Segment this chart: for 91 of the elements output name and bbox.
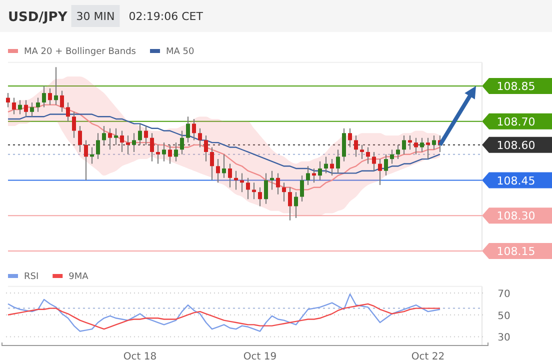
candlestick: [246, 177, 250, 200]
candlestick: [408, 134, 412, 150]
text: 108.30: [496, 210, 536, 223]
candlestick: [360, 144, 364, 160]
candlestick: [252, 182, 256, 200]
candlestick: [318, 160, 322, 181]
text: 108.60: [496, 138, 536, 152]
candlestick: [210, 146, 214, 181]
candlestick: [156, 144, 160, 164]
x-tick-label: Oct 19: [243, 352, 277, 362]
candlestick: [300, 175, 304, 202]
candlestick: [372, 151, 376, 172]
candlestick: [66, 102, 70, 122]
candlestick: [162, 142, 166, 162]
candlestick: [354, 134, 358, 158]
chart-subtitle: 30 MIN: [76, 10, 115, 23]
candlestick: [204, 134, 208, 162]
candlestick: [336, 149, 340, 174]
y-tick-label: 70: [498, 288, 510, 300]
candlestick: [234, 170, 238, 190]
text: 108.45: [496, 174, 536, 188]
x-tick-label: Oct 22: [411, 352, 445, 362]
candlestick: [12, 97, 16, 115]
candlestick: [342, 128, 346, 162]
candlestick: [54, 66, 58, 106]
candlestick: [192, 118, 196, 141]
candlestick: [264, 172, 268, 204]
candlestick: [144, 126, 148, 146]
candlestick: [324, 156, 328, 174]
candlestick: [174, 142, 178, 162]
candlestick: [420, 137, 424, 152]
candlestick: [216, 158, 220, 184]
candlestick: [96, 132, 100, 160]
y-tick-label: 30: [498, 332, 510, 344]
candlestick: [198, 128, 202, 148]
candlestick: [312, 168, 316, 184]
line-series: [7, 293, 441, 332]
candlestick: [402, 134, 406, 155]
candlestick: [114, 128, 118, 146]
candlestick: [42, 85, 46, 108]
candlestick: [126, 134, 130, 155]
candlestick: [222, 154, 226, 178]
candlestick: [132, 132, 136, 152]
candlestick: [48, 88, 52, 106]
candlestick: [288, 186, 292, 221]
candlestick: [6, 92, 10, 108]
candlestick: [60, 90, 64, 112]
legend-label: MA 50: [166, 47, 195, 57]
candlestick: [228, 163, 232, 188]
legend-label: RSI: [24, 272, 39, 282]
text: 108.70: [496, 115, 536, 128]
candlestick: [168, 144, 172, 164]
text: 108.15: [496, 245, 536, 258]
candlestick: [306, 166, 310, 186]
candlestick: [18, 100, 22, 115]
candlestick: [102, 126, 106, 146]
candlestick: [282, 182, 286, 202]
text: 108.85: [496, 80, 536, 93]
candlestick: [348, 128, 352, 148]
candlestick: [270, 170, 274, 190]
line-series: [7, 303, 441, 330]
candlestick: [150, 132, 154, 162]
candlestick: [390, 149, 394, 164]
candlestick: [180, 130, 184, 155]
legend-label: 9MA: [68, 272, 90, 282]
candlestick: [186, 116, 190, 144]
candlestick: [378, 158, 382, 186]
candlestick: [396, 144, 400, 160]
candlestick: [432, 134, 436, 150]
candlestick: [294, 192, 298, 218]
candlestick: [24, 100, 28, 118]
candlestick: [366, 146, 370, 164]
candlestick: [276, 172, 280, 195]
text: 02:19:06 CET: [128, 10, 204, 23]
candlestick: [36, 97, 40, 112]
candlestick: [120, 130, 124, 152]
candlestick: [84, 140, 88, 181]
x-tick-label: Oct 18: [123, 352, 157, 362]
candlestick: [30, 102, 34, 118]
candlestick: [384, 154, 388, 176]
candlestick: [108, 128, 112, 150]
candlestick: [72, 111, 76, 138]
legend-label: MA 20 + Bollinger Bands: [24, 47, 136, 57]
y-tick-label: 50: [498, 310, 510, 322]
candlestick: [78, 126, 82, 152]
candlestick: [426, 137, 430, 160]
candlestick: [414, 137, 418, 155]
candlestick: [330, 158, 334, 176]
chart-title: USD/JPY: [8, 10, 68, 25]
candlestick: [258, 186, 262, 207]
candlestick: [138, 123, 142, 146]
